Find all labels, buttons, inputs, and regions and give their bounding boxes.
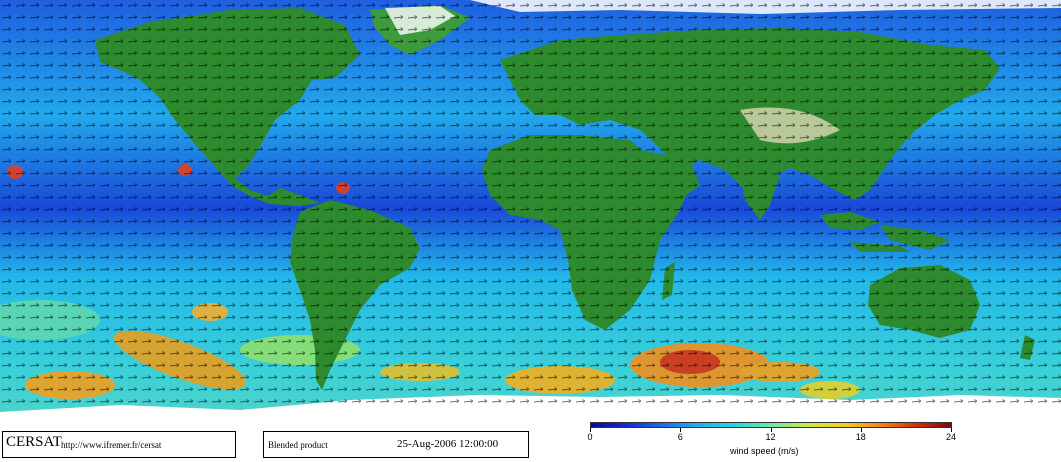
legend-tick [951,428,952,432]
legend-tick [860,428,862,432]
legend-unit-label: wind speed (m/s) [730,446,799,456]
legend-tick [680,428,682,432]
legend-tick-label: 12 [765,432,776,442]
url-link[interactable]: http://www.ifremer.fr/cersat [61,440,162,450]
legend-tick-label: 24 [945,432,957,442]
legend-tick-label: 0 [587,432,593,442]
legend-tick-label: 18 [855,432,866,442]
datetime-label: 25-Aug-2006 12:00:00 [397,438,499,450]
legend-tick [770,428,772,432]
product-label: Blended product [268,440,328,450]
wind-speed-legend: 0 6 12 18 24 wind speed (m/s) [587,422,957,458]
legend-tick [590,428,591,432]
footer-credit-box: CERSAT http://www.ifremer.fr/cersat [2,431,236,458]
colorbar [590,422,952,428]
legend-tick-label: 6 [677,432,683,442]
wind-vectors [0,0,1061,410]
brand-label: CERSAT [6,434,62,450]
footer-product-box: Blended product 25-Aug-2006 12:00:00 [263,431,529,458]
